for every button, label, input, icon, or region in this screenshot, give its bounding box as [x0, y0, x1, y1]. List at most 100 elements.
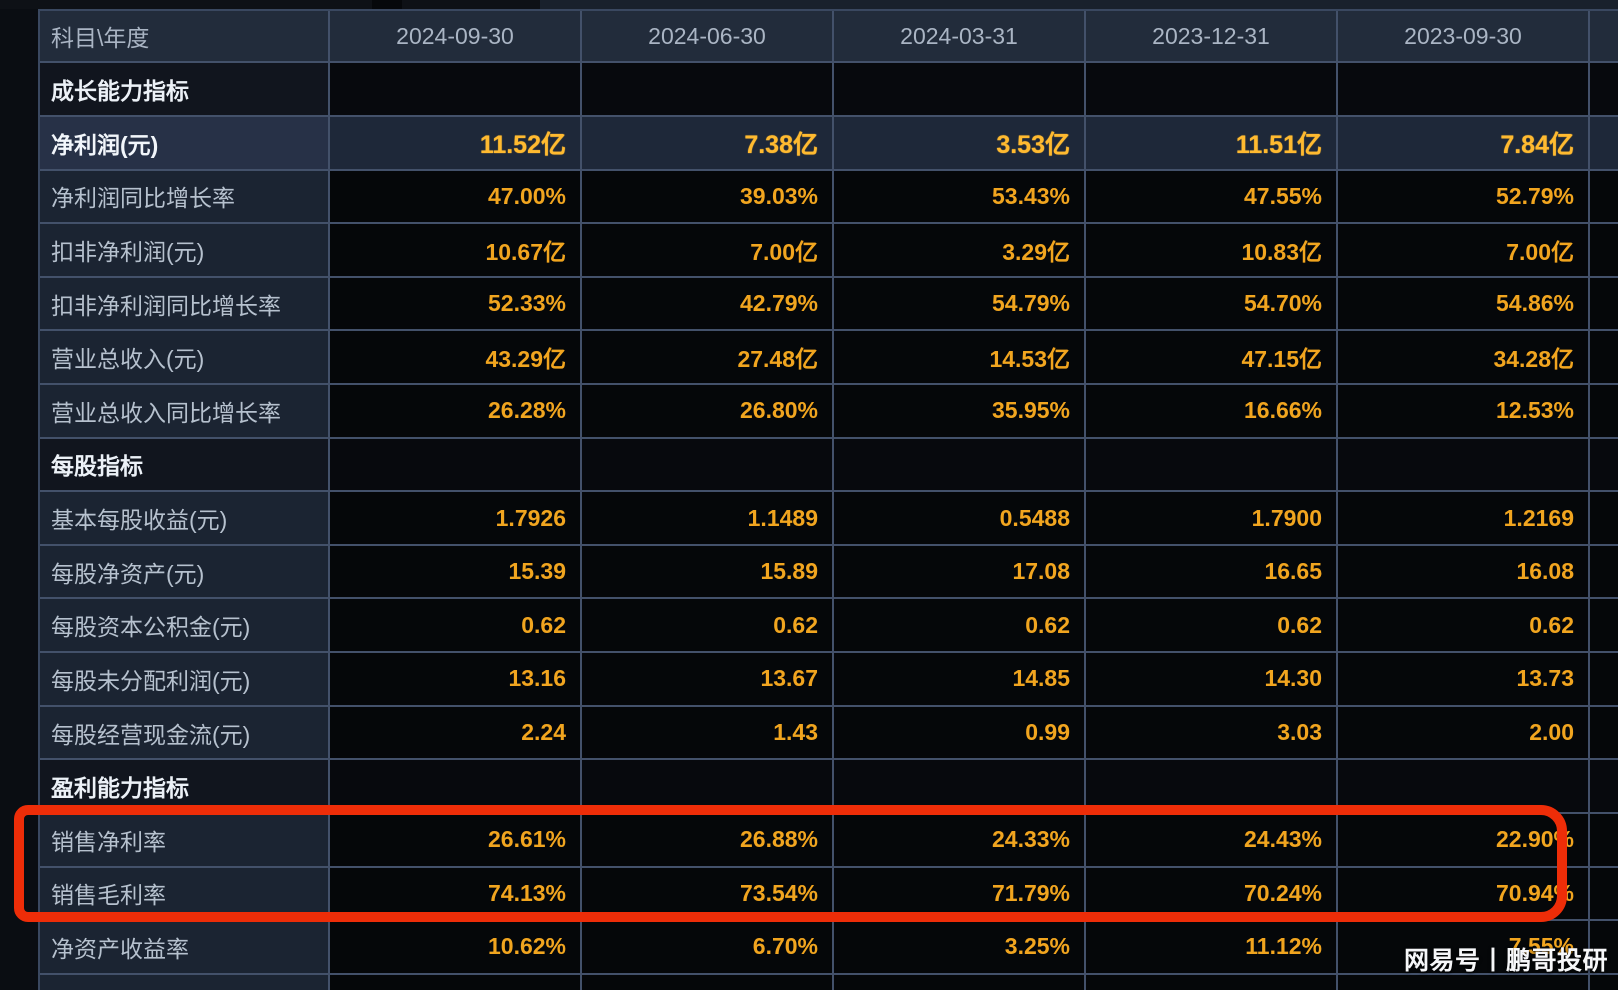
table-row: 每股净资产(元) 15.39 15.89 17.08 16.65 16.08	[40, 545, 1618, 600]
value-cell	[1338, 760, 1590, 812]
value-cell: 15.89	[582, 545, 834, 598]
clipped-column-cell	[1590, 867, 1618, 920]
value-cell: 2.00	[1338, 706, 1590, 759]
row-label-cell: 每股未分配利润(元)	[40, 653, 330, 705]
value-cell: 34.28亿	[1338, 331, 1590, 384]
value-cell: 3.25%	[834, 921, 1086, 973]
value-cell: 7.00亿	[582, 224, 834, 276]
clipped-column-cell	[1590, 599, 1618, 652]
column-header: 2024-09-30	[330, 11, 582, 62]
value-cell: 10.83亿	[1086, 224, 1338, 276]
table-row: 营业总收入同比增长率 26.28% 26.80% 35.95% 16.66% 12.53%	[40, 385, 1618, 439]
value-cell	[582, 974, 834, 990]
table-row	[40, 974, 1618, 990]
table-row: 营业总收入(元) 43.29亿 27.48亿 14.53亿 47.15亿 34.28亿	[40, 331, 1618, 386]
value-cell	[582, 760, 834, 812]
row-label-cell: 净利润同比增长率	[40, 170, 330, 223]
clipped-column-cell	[1590, 653, 1618, 705]
value-cell: 13.16	[330, 653, 582, 705]
value-cell: 0.99	[834, 706, 1086, 759]
value-cell	[1338, 438, 1590, 491]
value-cell: 14.53亿	[834, 331, 1086, 384]
table-row: 每股未分配利润(元) 13.16 13.67 14.85 14.30 13.73	[40, 653, 1618, 707]
table-row: 净利润(元) 11.52亿 7.38亿 3.53亿 11.51亿 7.84亿	[40, 117, 1618, 171]
value-cell: 14.30	[1086, 653, 1338, 705]
value-cell: 39.03%	[582, 170, 834, 223]
value-cell: 1.43	[582, 706, 834, 759]
value-cell	[1086, 438, 1338, 491]
clipped-column-cell	[1590, 974, 1618, 990]
value-cell	[330, 974, 582, 990]
row-label-cell: 净资产收益率	[40, 921, 330, 973]
value-cell	[834, 974, 1086, 990]
value-cell	[1086, 974, 1338, 990]
value-cell: 70.24%	[1086, 867, 1338, 920]
value-cell: 0.62	[330, 599, 582, 652]
value-cell: 52.33%	[330, 277, 582, 330]
value-cell: 27.48亿	[582, 331, 834, 384]
value-cell: 43.29亿	[330, 331, 582, 384]
table-row: 扣非净利润同比增长率 52.33% 42.79% 54.79% 54.70% 54.86%	[40, 277, 1618, 332]
value-cell	[834, 438, 1086, 491]
table-header-row: 科目\年度 2024-09-30 2024-06-30 2024-03-31 2023-…	[40, 11, 1618, 64]
value-cell: 0.62	[1086, 599, 1338, 652]
value-cell: 1.2169	[1338, 492, 1590, 544]
table-row: 销售毛利率 74.13% 73.54% 71.79% 70.24% 70.94%	[40, 867, 1618, 922]
value-cell: 7.00亿	[1338, 224, 1590, 276]
value-cell	[1338, 63, 1590, 115]
value-cell: 14.85	[834, 653, 1086, 705]
value-cell	[1338, 974, 1590, 990]
column-header: 2024-03-31	[834, 11, 1086, 62]
table-row: 净利润同比增长率 47.00% 39.03% 53.43% 47.55% 52.79%	[40, 170, 1618, 225]
clipped-column-cell	[1590, 706, 1618, 759]
value-cell: 0.62	[834, 599, 1086, 652]
value-cell: 42.79%	[582, 277, 834, 330]
table-row: 基本每股收益(元) 1.7926 1.1489 0.5488 1.7900 1.2169	[40, 492, 1618, 546]
value-cell	[330, 438, 582, 491]
value-cell: 3.29亿	[834, 224, 1086, 276]
value-cell: 7.84亿	[1338, 117, 1590, 169]
row-label-cell: 每股净资产(元)	[40, 545, 330, 598]
value-cell: 26.28%	[330, 385, 582, 437]
value-cell: 11.52亿	[330, 117, 582, 169]
value-cell: 26.88%	[582, 813, 834, 866]
row-label-cell: 扣非净利润同比增长率	[40, 277, 330, 330]
clipped-column-cell	[1590, 545, 1618, 598]
value-cell: 3.03	[1086, 706, 1338, 759]
table-row: 扣非净利润(元) 10.67亿 7.00亿 3.29亿 10.83亿 7.00亿	[40, 224, 1618, 278]
value-cell: 73.54%	[582, 867, 834, 920]
value-cell: 0.62	[1338, 599, 1590, 652]
value-cell: 17.08	[834, 545, 1086, 598]
value-cell: 54.70%	[1086, 277, 1338, 330]
row-label-cell: 每股经营现金流(元)	[40, 706, 330, 759]
table-row: 每股资本公积金(元) 0.62 0.62 0.62 0.62 0.62	[40, 599, 1618, 654]
value-cell: 0.5488	[834, 492, 1086, 544]
value-cell: 70.94%	[1338, 867, 1590, 920]
value-cell	[330, 760, 582, 812]
column-header: 2023-09-30	[1338, 11, 1590, 62]
clipped-column-cell	[1590, 921, 1618, 973]
value-cell: 7.38亿	[582, 117, 834, 169]
table-row: 每股指标	[40, 438, 1618, 493]
clipped-column-cell	[1590, 813, 1618, 866]
clipped-column-cell	[1590, 170, 1618, 223]
value-cell	[1086, 63, 1338, 115]
value-cell: 10.62%	[330, 921, 582, 973]
clipped-column-cell	[1590, 11, 1618, 62]
clipped-column-cell	[1590, 117, 1618, 169]
value-cell	[330, 63, 582, 115]
row-label-cell: 营业总收入同比增长率	[40, 385, 330, 437]
clipped-column-cell	[1590, 760, 1618, 812]
top-edge-strip-segment	[540, 0, 1618, 9]
value-cell: 12.53%	[1338, 385, 1590, 437]
corner-header-cell: 科目\年度	[40, 11, 330, 62]
row-label-cell: 成长能力指标	[40, 63, 330, 115]
financial-table: 科目\年度 2024-09-30 2024-06-30 2024-03-31 2023-…	[38, 9, 1618, 990]
value-cell: 1.1489	[582, 492, 834, 544]
value-cell	[834, 63, 1086, 115]
row-label-cell: 营业总收入(元)	[40, 331, 330, 384]
value-cell: 10.67亿	[330, 224, 582, 276]
watermark-text: 网易号丨鹏哥投研	[1403, 947, 1608, 975]
row-label-cell: 基本每股收益(元)	[40, 492, 330, 544]
value-cell: 26.61%	[330, 813, 582, 866]
